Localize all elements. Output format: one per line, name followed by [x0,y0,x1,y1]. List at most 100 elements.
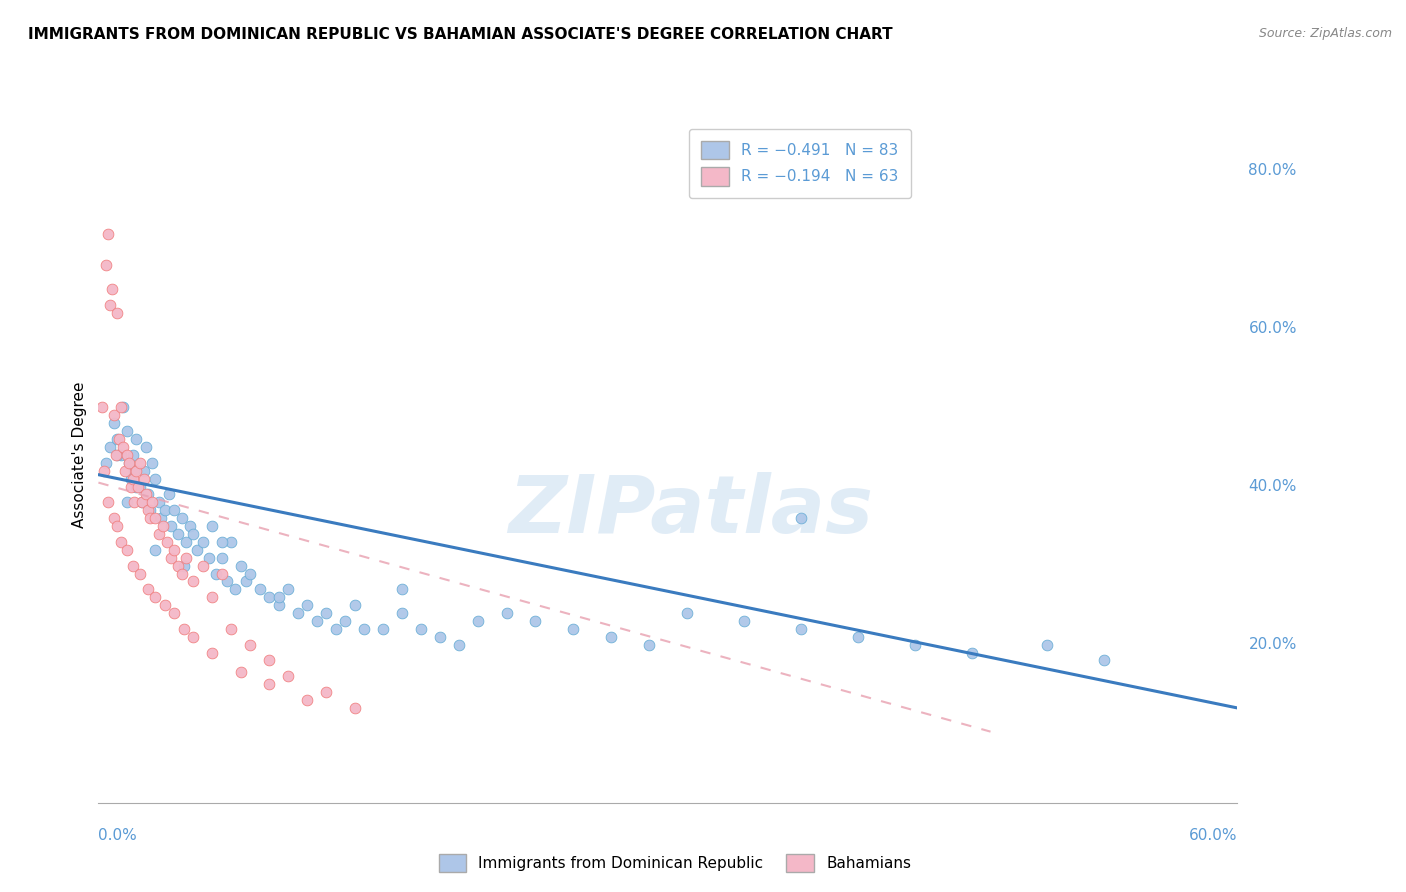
Point [163,606,186,620]
Point [411,622,433,636]
Point [315,685,337,699]
Point [183,527,205,541]
Point [103,409,125,423]
Point [145,472,167,486]
Point [259,677,281,691]
Point [391,582,413,597]
Point [467,614,489,628]
Point [125,464,148,478]
Point [138,511,160,525]
Point [98,298,121,312]
Point [325,622,347,636]
Point [145,591,167,605]
Point [315,606,337,620]
Point [733,614,755,628]
Text: 60.0%: 60.0% [1249,321,1296,336]
Point [97,495,120,509]
Point [157,487,180,501]
Point [104,448,127,462]
Point [93,464,115,478]
Point [167,558,190,573]
Point [135,487,157,501]
Point [120,472,142,486]
Point [229,558,252,573]
Point [353,622,375,636]
Point [211,534,233,549]
Point [183,574,205,589]
Point [129,479,152,493]
Point [201,646,224,660]
Point [127,479,149,493]
Point [173,622,195,636]
Legend: Immigrants from Dominican Republic, Bahamians: Immigrants from Dominican Republic, Baha… [432,846,918,880]
Point [173,558,195,573]
Point [124,464,146,478]
Point [305,614,328,628]
Point [239,566,262,581]
Point [148,527,170,541]
Point [125,432,148,446]
Text: IMMIGRANTS FROM DOMINICAN REPUBLIC VS BAHAMIAN ASSOCIATE'S DEGREE CORRELATION CH: IMMIGRANTS FROM DOMINICAN REPUBLIC VS BA… [28,27,893,42]
Point [170,511,193,525]
Point [429,630,451,644]
Point [191,558,214,573]
Point [297,693,319,707]
Point [112,401,135,415]
Point [103,417,125,431]
Point [107,432,129,446]
Text: 40.0%: 40.0% [1249,479,1296,494]
Point [110,448,132,462]
Point [112,440,135,454]
Point [259,653,281,667]
Point [287,606,309,620]
Text: ZIPatlas: ZIPatlas [508,472,873,549]
Point [267,591,290,605]
Point [221,622,243,636]
Point [224,582,246,597]
Point [183,630,205,644]
Point [159,550,181,565]
Point [103,511,125,525]
Point [129,566,152,581]
Point [170,566,193,581]
Text: Source: ZipAtlas.com: Source: ZipAtlas.com [1258,27,1392,40]
Point [239,638,262,652]
Point [91,401,114,415]
Legend: R = −0.491   N = 83, R = −0.194   N = 63: R = −0.491 N = 83, R = −0.194 N = 63 [689,128,911,198]
Point [131,495,153,509]
Point [110,401,132,415]
Point [790,622,813,636]
Y-axis label: Associate's Degree: Associate's Degree [72,382,87,528]
Point [110,534,132,549]
Point [343,701,366,715]
Point [163,542,186,557]
Point [205,566,228,581]
Point [235,574,257,589]
Point [297,598,319,612]
Point [98,440,121,454]
Point [267,598,290,612]
Point [148,495,170,509]
Point [846,630,869,644]
Point [115,448,138,462]
Point [136,582,159,597]
Point [211,566,233,581]
Point [129,456,152,470]
Point [136,487,159,501]
Point [449,638,471,652]
Point [495,606,517,620]
Point [108,432,131,446]
Point [186,542,208,557]
Point [156,534,179,549]
Point [131,495,153,509]
Point [135,440,157,454]
Point [145,542,167,557]
Text: 60.0%: 60.0% [1189,828,1237,843]
Point [197,550,219,565]
Point [118,456,141,470]
Point [335,614,357,628]
Point [121,558,143,573]
Point [904,638,927,652]
Point [249,582,271,597]
Point [114,464,136,478]
